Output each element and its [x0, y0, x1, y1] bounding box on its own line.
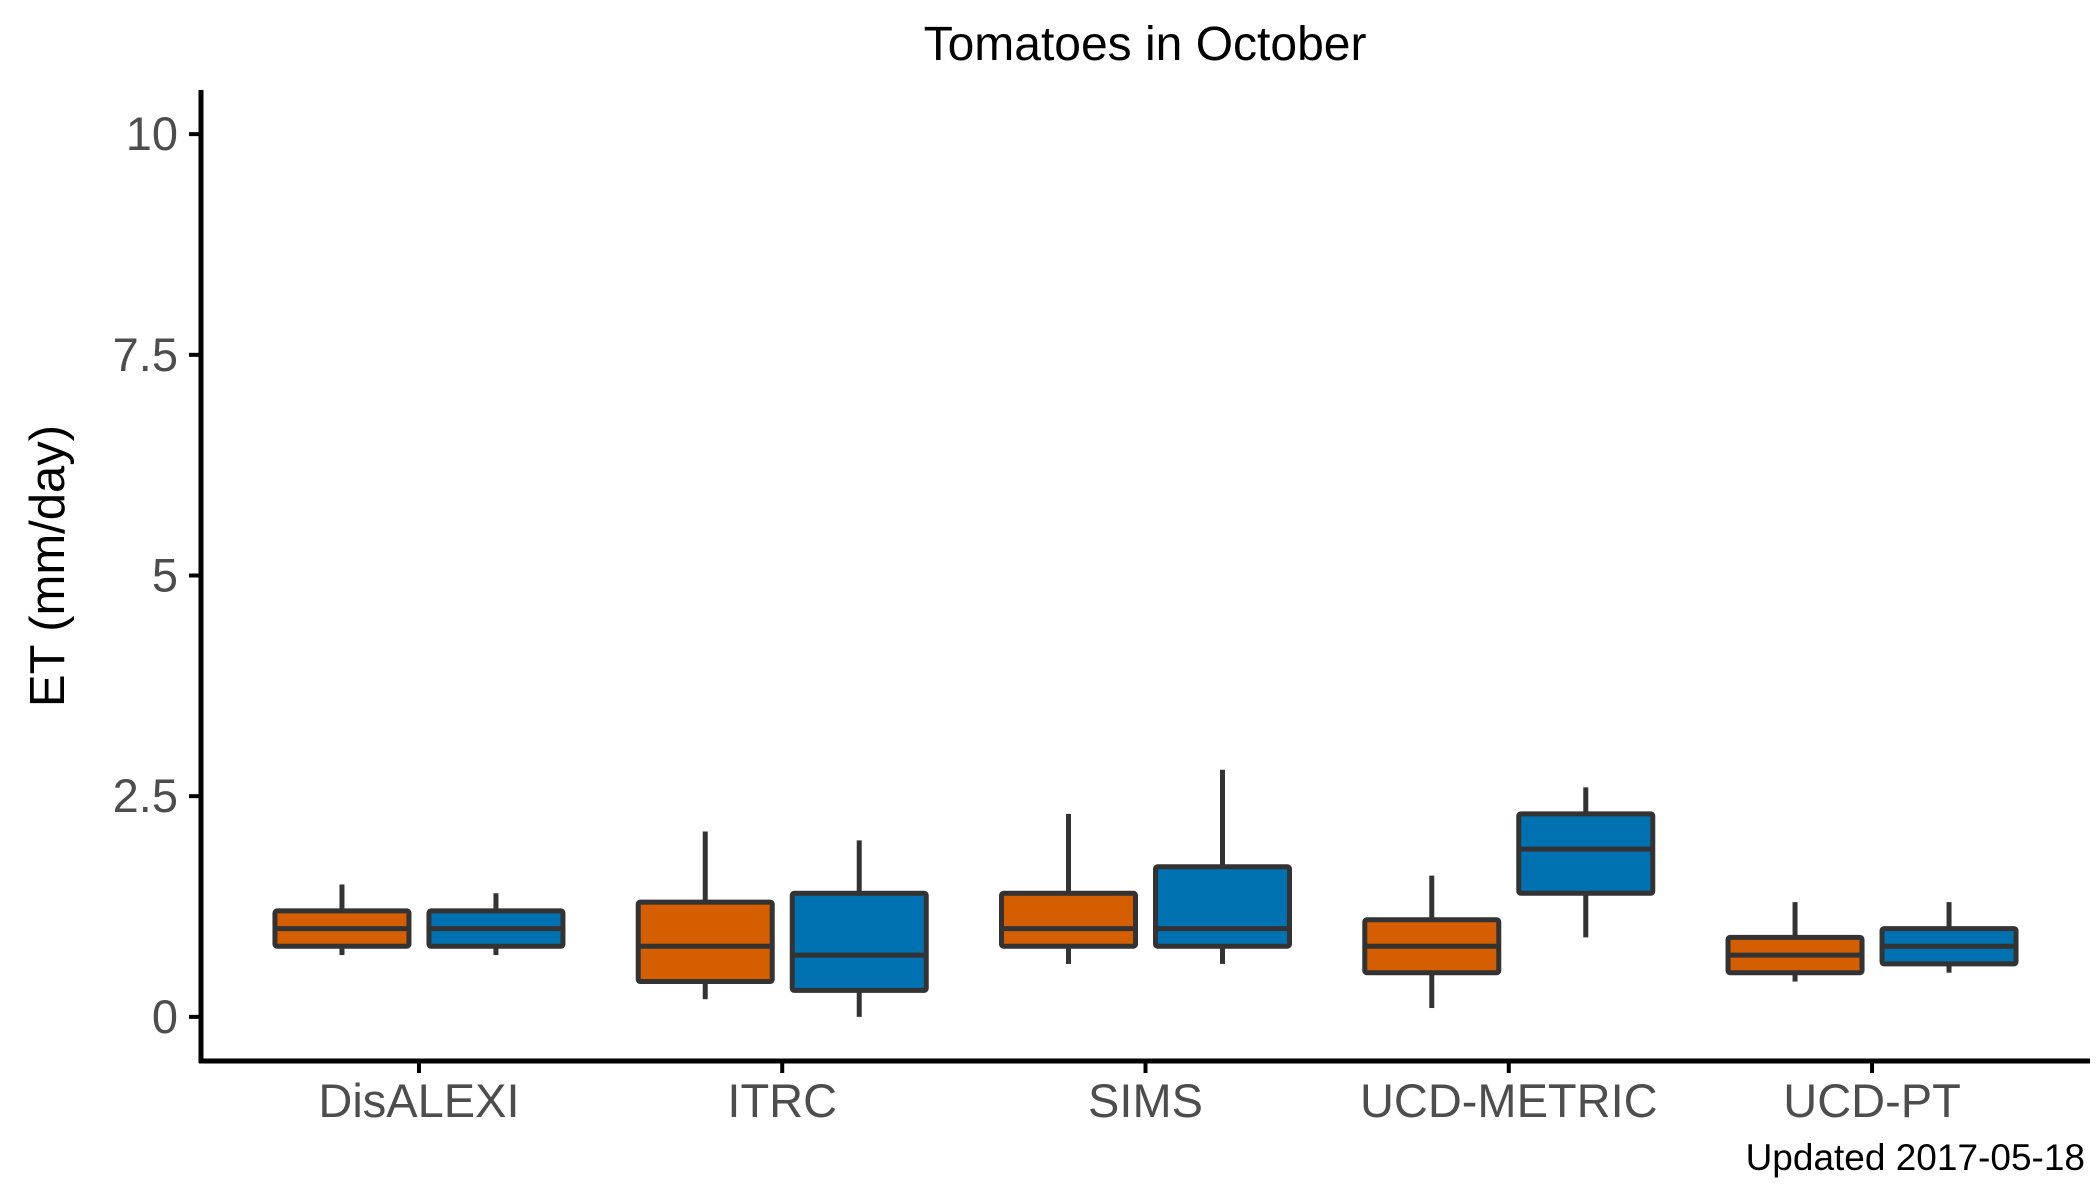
x-axis-ticks: DisALEXI ITRC SIMS UCD-METRIC UCD-PT	[318, 1061, 1961, 1127]
box-blue	[1153, 769, 1292, 964]
x-tick-label: UCD-PT	[1783, 1074, 1961, 1127]
box-orange	[635, 831, 775, 1000]
x-tick-label: UCD-METRIC	[1360, 1074, 1658, 1127]
box-blue	[1879, 902, 2019, 973]
x-tick-label: DisALEXI	[318, 1074, 519, 1127]
box-body	[1153, 864, 1292, 949]
x-tick-label: SIMS	[1088, 1074, 1203, 1127]
y-axis-ticks: 0 2.5 5 7.5 10	[113, 107, 201, 1043]
box-body	[999, 890, 1138, 949]
box-body	[635, 899, 775, 985]
y-tick-label: 5	[152, 549, 178, 602]
y-tick-label: 2.5	[113, 769, 178, 822]
box-blue	[1516, 787, 1656, 938]
box-blue	[426, 893, 566, 956]
box-orange	[272, 884, 412, 956]
y-tick-label: 0	[152, 990, 178, 1043]
box-orange	[1725, 902, 1865, 982]
box-blue	[789, 840, 929, 1017]
updated-footnote: Updated 2017-05-18	[1746, 1137, 2085, 1178]
box-body	[789, 890, 929, 993]
y-tick-label: 10	[126, 107, 178, 160]
plot-area	[272, 769, 2019, 1017]
box-orange	[999, 813, 1138, 964]
box-orange	[1362, 875, 1502, 1009]
y-tick-label: 7.5	[113, 328, 178, 381]
box-body	[1516, 811, 1656, 896]
chart-title: Tomatoes in October	[924, 18, 1367, 71]
x-tick-label: ITRC	[727, 1074, 837, 1127]
y-axis-title: ET (mm/day)	[21, 425, 75, 707]
